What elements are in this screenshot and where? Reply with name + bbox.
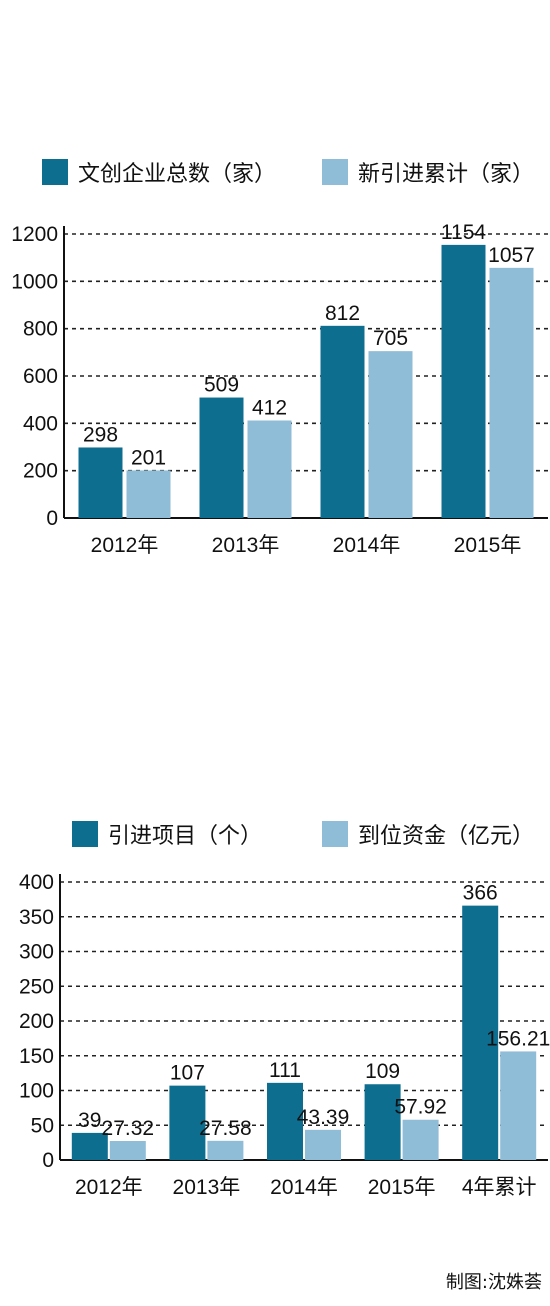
chart2-bar-s1-1 — [71, 1132, 108, 1160]
chart2-data-label-s2-1: 27.32 — [102, 1117, 155, 1140]
chart2-legend: 引进项目（个） 到位资金（亿元） — [0, 814, 550, 854]
chart2-legend-item-1: 引进项目（个） — [72, 814, 262, 854]
chart2-bar-chart: 0 50 100 150 200 250 300 350 400 39 27.32 2012年 107 2… — [19, 871, 550, 1199]
chart2-category-label-2: 2013年 — [173, 1176, 241, 1199]
chart1-data-label-s2-4: 1057 — [488, 244, 535, 267]
chart2-data-label-s2-2: 27.58 — [199, 1117, 252, 1140]
chart1-legend: 文创企业总数（家） 新引进累计（家） — [0, 152, 550, 192]
chart2-data-label-s1-4: 109 — [365, 1060, 400, 1083]
credit-text: 制图:沈姝荟 — [445, 1272, 542, 1293]
chart1-ytick-label-4: 800 — [23, 318, 58, 341]
chart2-legend-item-2: 到位资金（亿元） — [322, 814, 534, 854]
chart1-ytick-label-5: 1000 — [11, 270, 58, 293]
chart2-category-label-3: 2014年 — [270, 1176, 338, 1199]
chart2-data-label-s2-4: 57.92 — [394, 1096, 447, 1119]
chart1-data-label-s1-1: 298 — [83, 423, 118, 446]
chart2-category-label-4: 2015年 — [368, 1176, 436, 1199]
chart1-data-label-s1-4: 1154 — [441, 221, 486, 244]
chart2-ytick-label-4: 200 — [19, 1010, 54, 1033]
chart2-bar-s1-3 — [267, 1082, 303, 1160]
chart1-ytick-label-1: 200 — [23, 460, 58, 483]
chart1-data-label-s1-3: 812 — [325, 302, 360, 325]
chart2-bar-s2-5 — [500, 1051, 537, 1160]
chart1-legend-swatch-2 — [322, 159, 348, 185]
chart1-bar-chart: 0 200 400 600 800 1000 1200 298 201 2012年 509 412 20… — [11, 221, 548, 557]
chart2-ytick-label-1: 50 — [31, 1114, 54, 1137]
chart1-data-label-s2-2: 412 — [252, 396, 287, 419]
chart2-data-label-s1-1: 39 — [78, 1109, 101, 1132]
chart1-bar-s1-4 — [441, 244, 486, 518]
chart2-legend-label-1: 引进项目（个） — [108, 824, 263, 849]
chart1-category-label-1: 2012年 — [91, 534, 159, 557]
chart1-category-label-3: 2014年 — [333, 534, 401, 557]
chart2-category-label-1: 2012年 — [75, 1176, 143, 1199]
chart1-bar-s2-2 — [247, 420, 292, 518]
chart2-data-label-s1-3: 111 — [269, 1059, 301, 1082]
chart2-legend-swatch-2 — [322, 821, 348, 847]
chart1-category-label-2: 2013年 — [212, 534, 280, 557]
chart1-legend-item-1: 文创企业总数（家） — [42, 152, 276, 192]
chart1-data-label-s2-3: 705 — [373, 327, 408, 350]
chart2-ytick-label-3: 150 — [19, 1045, 54, 1068]
chart2-data-label-s2-5: 156.21 — [486, 1027, 550, 1050]
chart2-ytick-label-7: 350 — [19, 906, 54, 929]
chart1-ytick-label-2: 400 — [23, 412, 58, 435]
chart1-bar-s2-3 — [368, 351, 413, 518]
chart2-bar-s1-2 — [169, 1085, 206, 1160]
chart1-legend-label-2: 新引进累计（家） — [358, 162, 535, 187]
chart1-bar-s1-1 — [78, 447, 123, 518]
chart2-legend-label-2: 到位资金（亿元） — [358, 824, 535, 849]
chart2-bar-s2-1 — [109, 1141, 146, 1160]
chart2-bar-s1-4 — [364, 1084, 401, 1160]
chart2-category-label-5: 4年累计 — [462, 1176, 537, 1199]
chart1-category-label-4: 2015年 — [454, 534, 522, 557]
chart1-data-label-s2-1: 201 — [131, 446, 166, 469]
chart1-bar-s2-1 — [126, 470, 171, 518]
chart2-ytick-label-2: 100 — [19, 1080, 54, 1103]
chart2-bar-s1-5 — [462, 905, 499, 1160]
chart2-ytick-label-5: 250 — [19, 975, 54, 998]
chart2-bar-s2-4 — [402, 1119, 439, 1160]
chart2-data-label-s2-3: 43.39 — [297, 1106, 350, 1129]
chart1-bar-s2-4 — [489, 267, 534, 518]
chart1-legend-label-1: 文创企业总数（家） — [78, 162, 277, 187]
chart2-data-label-s1-2: 107 — [170, 1062, 205, 1085]
chart1-ytick-label-3: 600 — [23, 365, 58, 388]
chart1-data-label-s1-2: 509 — [204, 374, 239, 397]
chart1-bar-s1-3 — [320, 325, 365, 518]
chart2-ytick-label-6: 300 — [19, 941, 54, 964]
chart2-bar-s2-3 — [305, 1129, 341, 1160]
chart2-bar-s2-2 — [207, 1140, 244, 1160]
chart2-legend-swatch-1 — [72, 821, 98, 847]
chart1-ytick-label-0: 0 — [46, 507, 58, 530]
chart2-data-label-s1-5: 366 — [463, 882, 498, 905]
chart1-ytick-label-6: 1200 — [11, 223, 58, 246]
chart2-ytick-label-8: 400 — [19, 871, 54, 894]
chart2-ytick-label-0: 0 — [42, 1149, 54, 1172]
chart1-legend-swatch-1 — [42, 159, 68, 185]
chart1-bar-s1-2 — [199, 397, 244, 518]
chart1-legend-item-2: 新引进累计（家） — [322, 152, 534, 192]
